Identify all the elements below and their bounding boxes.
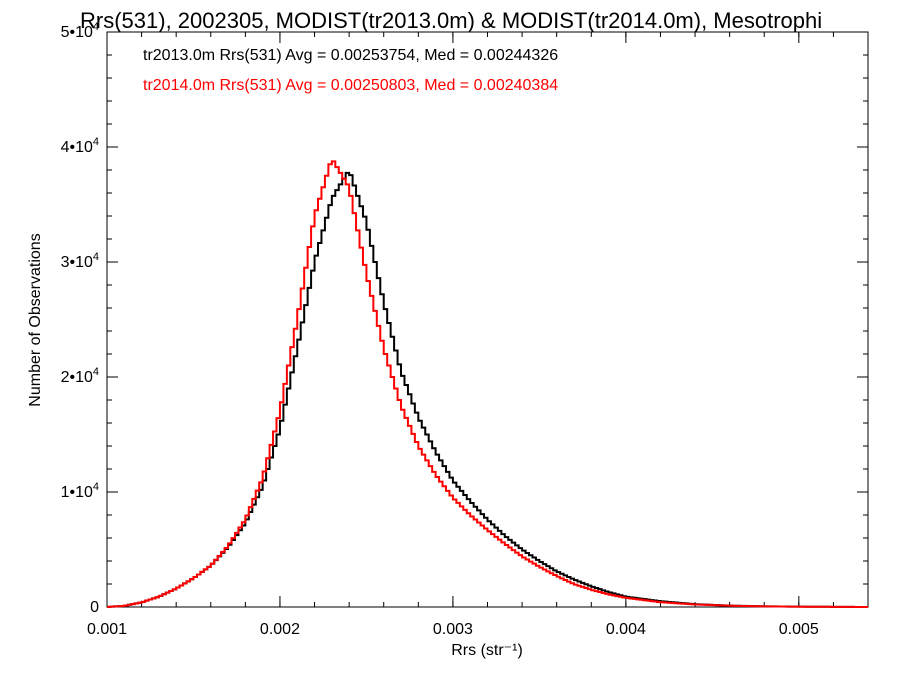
x-tick-label: 0.002 [260,621,300,638]
y-tick-label: 1•104 [61,481,99,501]
x-tick-label: 0.004 [606,621,646,638]
x-tick-label: 0.003 [433,621,473,638]
legend-entry-tr2013: tr2013.0m Rrs(531) Avg = 0.00253754, Med… [143,47,558,64]
y-tick-label: 4•104 [61,136,99,156]
series-tr2013-line [107,171,868,608]
x-tick-label: 0.005 [779,621,819,638]
axis-ticks: 0.001 0.002 0.003 0.004 0.005 0 1•104 2•104 3•10… [61,21,869,638]
y-tick-label: 3•104 [61,251,99,271]
chart-title: Rrs(531), 2002305, MODIST(tr2013.0m) & M… [80,8,822,33]
series-layer [107,160,868,608]
x-axis-label: Rrs (str⁻¹) [451,642,523,659]
y-axis-label: Number of Observations [27,233,44,406]
x-tick-label: 0.001 [87,621,127,638]
y-tick-label: 5•104 [61,21,99,41]
y-tick-label: 0 [90,599,99,616]
series-tr2014-line [107,160,868,608]
y-tick-label: 2•104 [61,366,99,386]
legend-entry-tr2014: tr2014.0m Rrs(531) Avg = 0.00250803, Med… [143,77,558,94]
